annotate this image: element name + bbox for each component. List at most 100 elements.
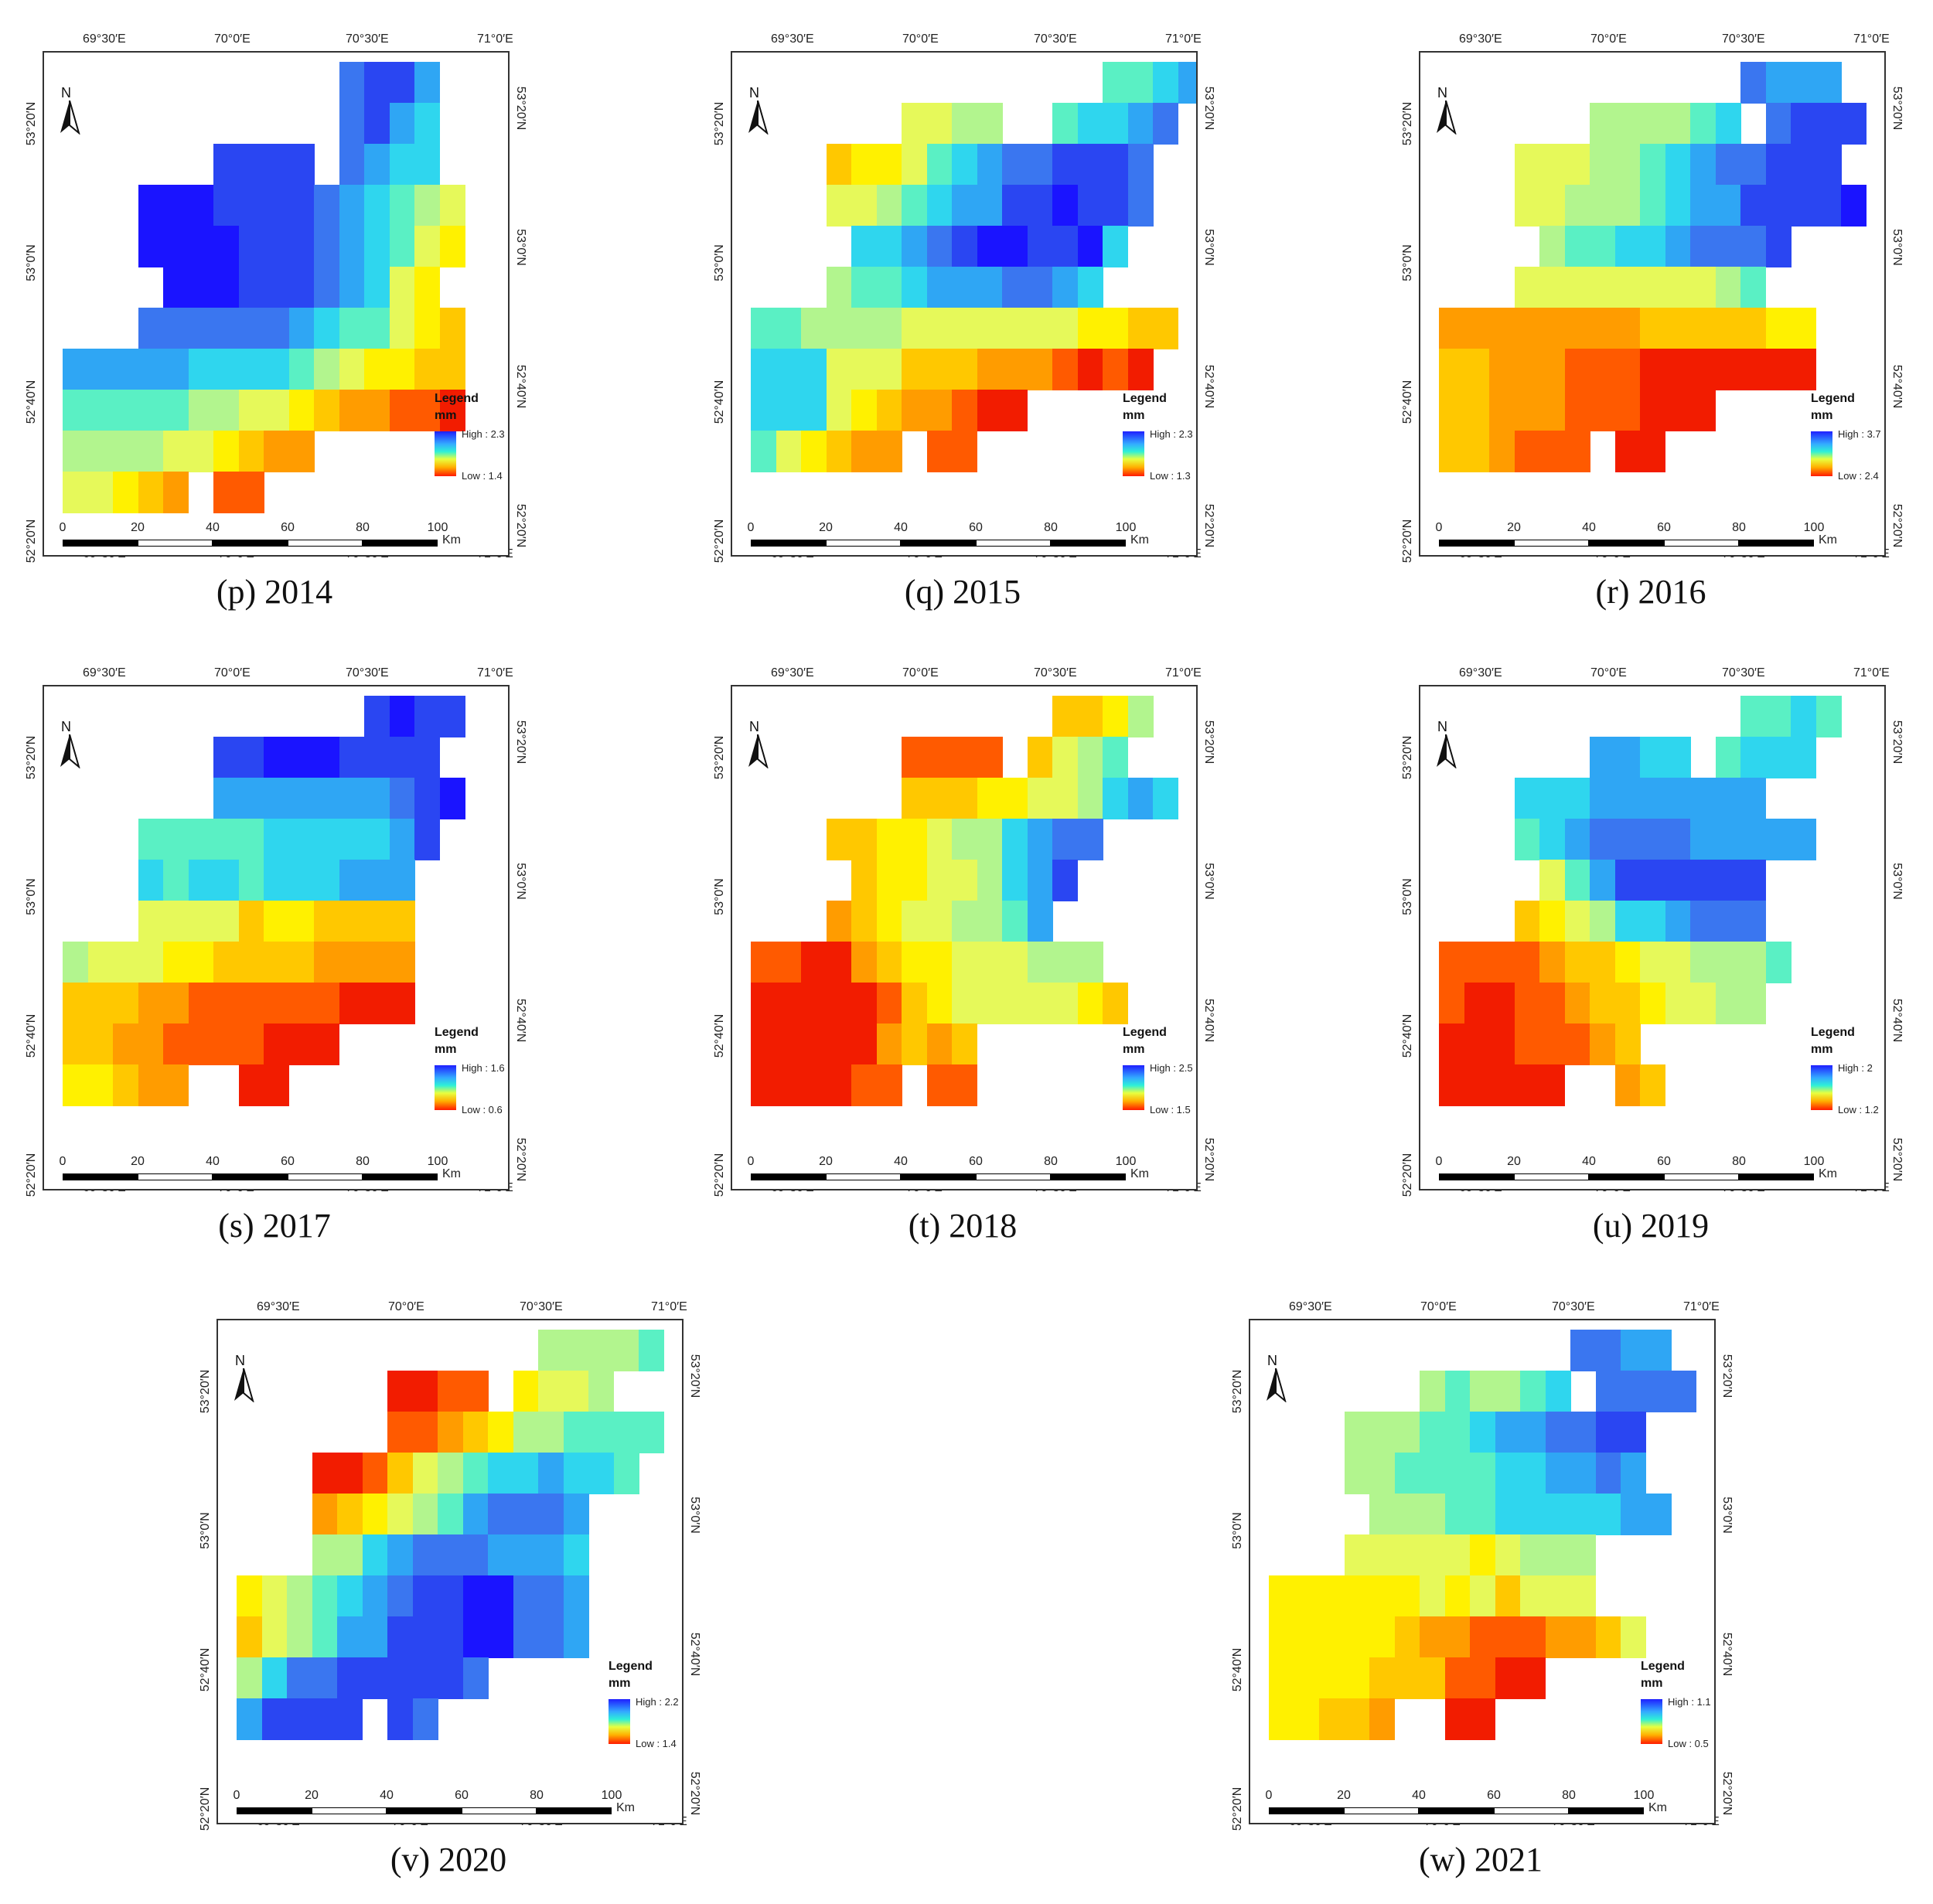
scale-bar-segment [1514,540,1589,547]
legend-low-label: Low : 2.4 [1838,470,1879,482]
raster-cell [902,901,928,942]
raster-cell [977,185,1003,227]
raster-cell [213,1024,240,1065]
scale-bar-segment [138,540,213,547]
raster-cell [1514,431,1540,472]
raster-cell [926,431,953,472]
raster-cell [538,1616,564,1658]
raster-cell [1690,819,1717,860]
raster-cell [414,226,441,267]
raster-cell [412,1575,438,1617]
raster-cell [1052,185,1079,227]
raster-cell [163,819,189,860]
raster-cell [1077,103,1103,145]
raster-cell [1444,1371,1471,1412]
raster-cell [362,1616,388,1658]
scale-bar-label: 40 [206,521,220,534]
raster-cell [1564,860,1590,901]
raster-cell [1103,185,1129,227]
raster-cell [1621,1371,1647,1412]
raster-cell [1394,1616,1420,1658]
raster-cell [1640,860,1666,901]
raster-cell [876,983,902,1024]
raster-cell [238,308,264,349]
raster-cell [138,431,164,472]
lat-label-left: 53°20′N [199,1369,212,1414]
scale-bar-label: 40 [1412,1789,1426,1802]
scale-bar-label: 20 [131,521,145,534]
raster-cell [1002,349,1028,390]
scale-bar-label: 100 [1115,521,1137,534]
raster-cell [1590,901,1616,942]
raster-cell [1052,308,1079,349]
raster-cell [538,1494,564,1535]
raster-cell [1564,349,1590,390]
raster-cell [1027,901,1053,942]
raster-cell [414,819,441,860]
raster-cell [751,942,777,983]
raster-cell [163,860,189,901]
raster-cell [238,267,264,308]
raster-cell [63,942,89,983]
raster-cell [389,308,415,349]
raster-cell [312,1453,338,1494]
raster-cell [1103,737,1129,778]
raster-cell [1665,144,1691,186]
raster-cell [1439,390,1465,431]
north-arrow-icon [1267,1368,1287,1402]
raster-cell [1153,103,1179,145]
lat-label-right: 53°20′N [1720,1354,1734,1398]
scale-bar-segment [387,1807,462,1814]
raster-cell [1590,185,1616,227]
raster-cell [1153,62,1179,104]
scale-bar-segment [1419,1807,1494,1814]
raster-cell [851,185,878,227]
raster-cell [113,390,139,431]
legend-title: Legend [1641,1660,1685,1673]
scale-bar-segment [1589,540,1664,547]
raster-cell [288,390,315,431]
map-frame: N Legend mm High : 1.6 Low : 0.6 0 20 40 60 80 100… [43,685,510,1190]
raster-cell [1595,1412,1621,1453]
scale-unit-label: Km [442,1167,461,1180]
raster-cell [1715,185,1741,227]
lat-label-right: 53°20′N [1890,720,1904,765]
raster-cell [1640,103,1666,145]
raster-cell [314,1024,340,1065]
raster-cell [213,185,240,227]
raster-cell [926,308,953,349]
north-arrow-icon [748,734,769,768]
lon-label-top: 70°0′E [902,32,939,46]
raster-cell [1740,62,1767,104]
scale-bar-segment [537,1807,612,1814]
raster-cell [438,1371,464,1412]
raster-cell [1740,778,1767,819]
raster-cell [926,737,953,778]
raster-cell [1052,144,1079,186]
raster-cell [488,1453,514,1494]
raster-cell [414,308,441,349]
lon-label-top: 70°30′E [1722,32,1765,46]
raster-cell [1470,1371,1496,1412]
map-panel: 69°30′E70°0′E70°30′E71°0′E69°30′E70°0′E7… [25,665,568,1252]
raster-cell [1740,144,1767,186]
raster-cell [1665,349,1691,390]
scale-bar-segment [1569,1807,1644,1814]
raster-cell [1545,1616,1571,1658]
lon-label-top: 69°30′E [1289,1300,1332,1313]
raster-cell [1394,1575,1420,1617]
raster-cell [826,308,852,349]
raster-cell [1520,1412,1546,1453]
raster-cell [1715,349,1741,390]
scale-bar-label: 100 [601,1789,622,1802]
raster-cell [387,1453,414,1494]
raster-cell [1570,1412,1597,1453]
raster-cell [563,1371,589,1412]
raster-cell [264,819,290,860]
raster-cell [1514,144,1540,186]
raster-cell [1514,819,1540,860]
raster-cell [1077,267,1103,308]
raster-cell [851,144,878,186]
legend-high-label: High : 2.5 [1150,1062,1193,1074]
raster-cell [312,1657,338,1699]
